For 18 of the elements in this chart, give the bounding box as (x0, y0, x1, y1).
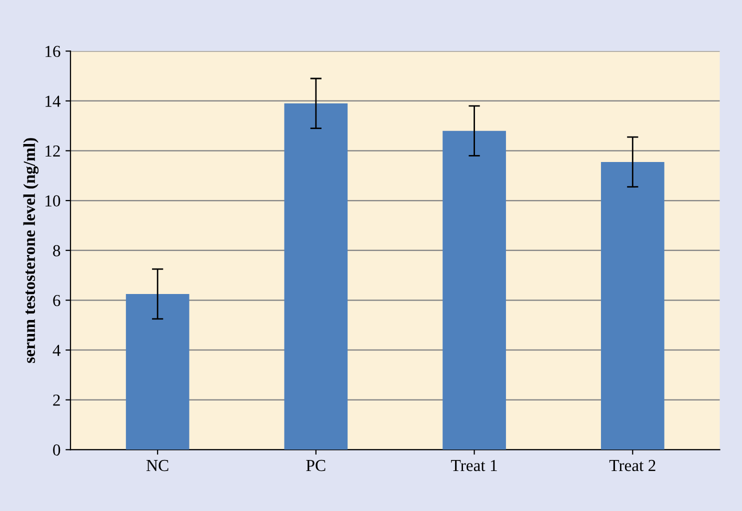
y-tick-label: 14 (46, 96, 61, 107)
y-tick-label: 4 (52, 344, 61, 356)
bar (442, 130, 506, 450)
bar (284, 103, 348, 450)
x-tick-label: Treat 1 (451, 460, 497, 472)
y-tick-label: 2 (53, 394, 60, 406)
y-tick-label: 16 (46, 46, 60, 58)
y-tick-label: 0 (53, 444, 60, 456)
y-tick-label: 12 (46, 145, 60, 157)
bar (600, 162, 664, 450)
y-tick-label: 6 (53, 294, 60, 306)
x-tick-label: NC (146, 460, 168, 472)
bar (126, 294, 190, 450)
x-tick-label: PC (306, 460, 326, 472)
y-tick-label: 8 (53, 245, 60, 256)
x-tick-label: Treat 2 (609, 460, 656, 472)
y-tick-label: 10 (46, 195, 60, 207)
y-axis-title: serum testosterone level (ng/ml) (23, 138, 39, 363)
